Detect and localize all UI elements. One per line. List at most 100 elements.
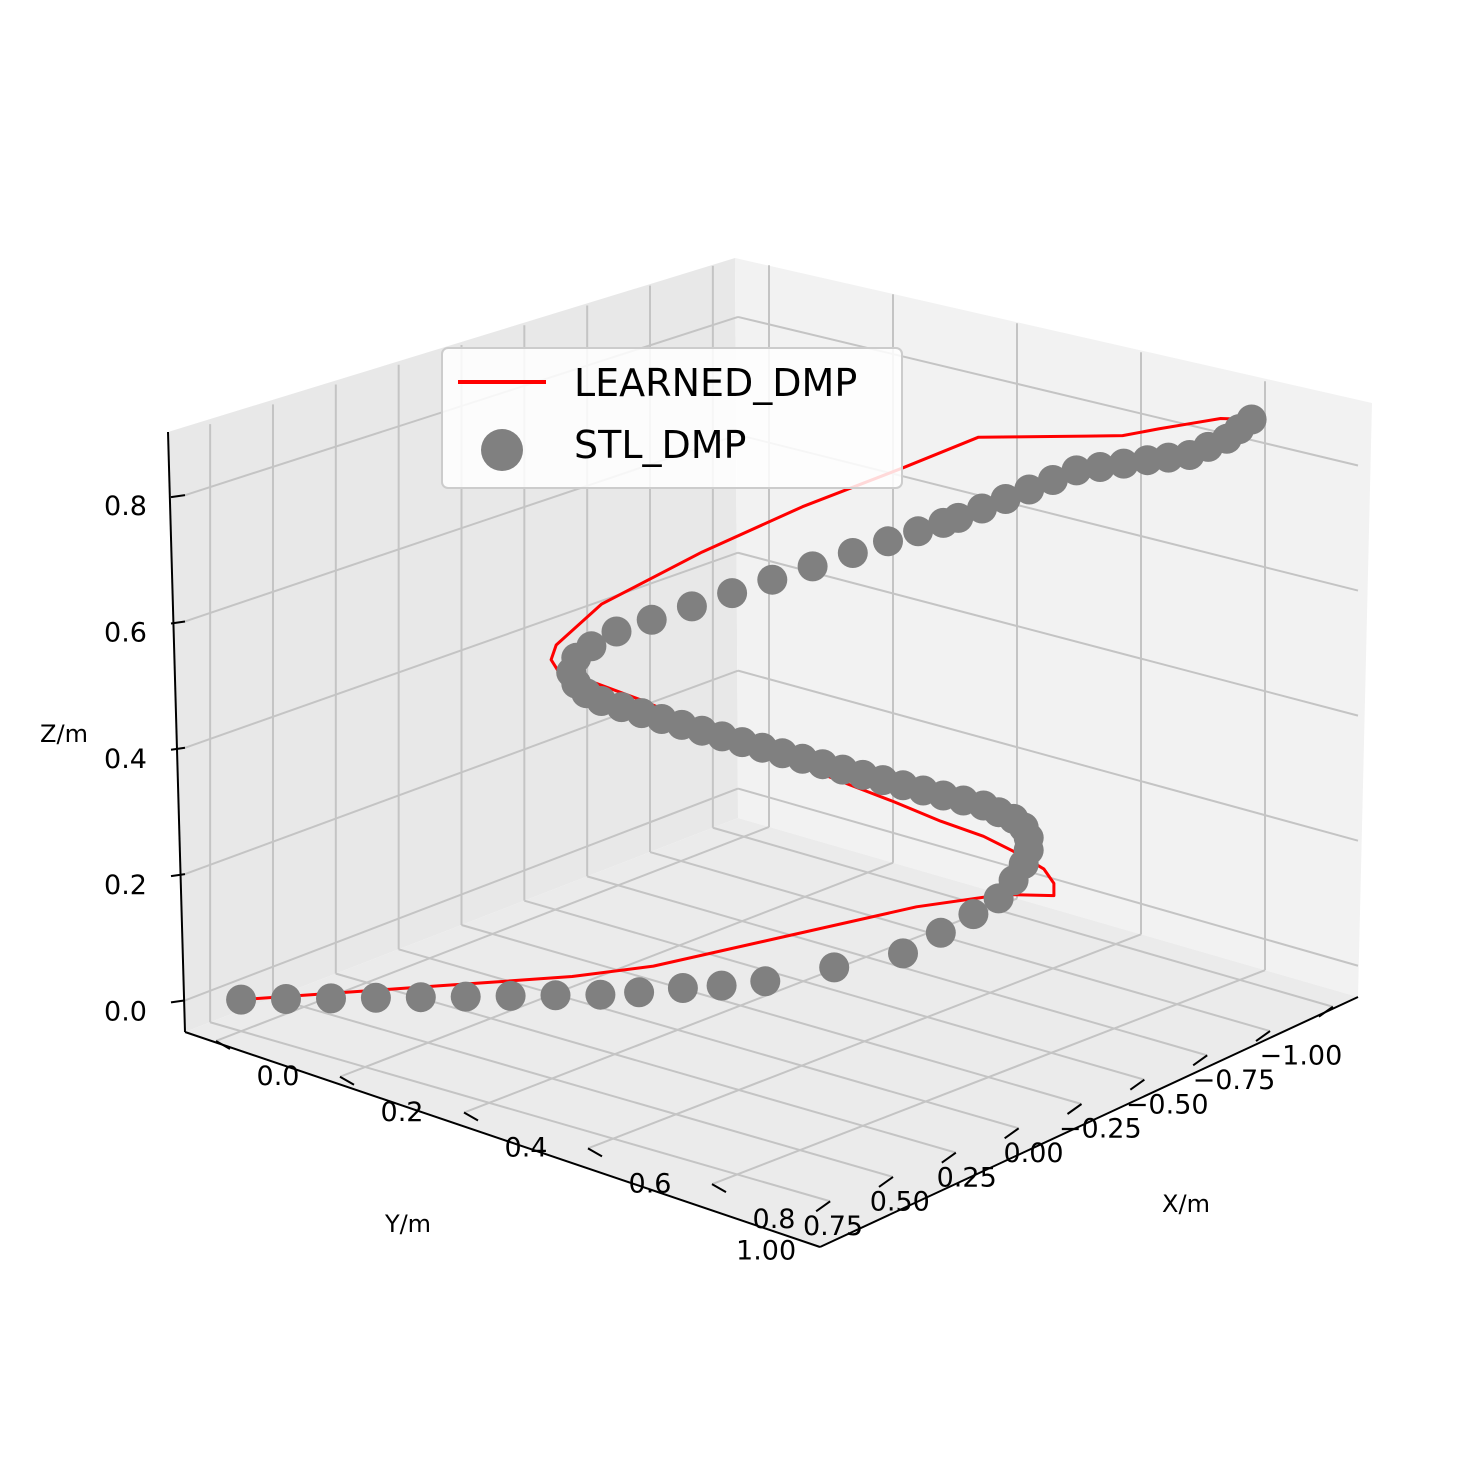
legend-label-stl-dmp: STL_DMP xyxy=(574,423,746,467)
grid-line-y xyxy=(335,972,957,1154)
x-tick-mark xyxy=(711,1183,727,1194)
scatter-point-stl-dmp xyxy=(576,631,607,662)
scatter-point-stl-dmp xyxy=(819,952,850,983)
grid-line-y xyxy=(524,899,1145,1081)
scatter-point-stl-dmp xyxy=(1108,448,1139,479)
z-tick-label: 0.6 xyxy=(104,618,147,649)
x-tick-label: 0.4 xyxy=(505,1133,548,1164)
tick-marks xyxy=(170,494,1334,1213)
scatter-point-stl-dmp xyxy=(888,938,918,969)
x-tick-mark xyxy=(587,1147,603,1158)
scatter-point-stl-dmp xyxy=(873,526,903,557)
z-tick-mark xyxy=(170,620,186,625)
z-tick-mark xyxy=(170,494,186,499)
scatter-point-stl-dmp xyxy=(750,966,781,997)
scatter-point-stl-dmp xyxy=(226,984,257,1015)
x-axis-line xyxy=(819,996,1359,1248)
legend-box xyxy=(441,347,903,489)
z-tick-label: 0.8 xyxy=(104,491,147,522)
y-tick-mark xyxy=(815,1200,831,1213)
plot-series xyxy=(226,404,1267,1015)
scatter-point-stl-dmp xyxy=(706,970,737,1001)
scatter-point-stl-dmp xyxy=(837,538,868,568)
y-tick-label: 0.75 xyxy=(803,1211,863,1242)
y-tick-mark xyxy=(1192,1054,1208,1067)
z-tick-label: 0.4 xyxy=(104,744,147,775)
scatter-point-stl-dmp xyxy=(450,981,481,1012)
scatter-point-stl-dmp xyxy=(967,493,997,524)
scatter-point-stl-dmp xyxy=(1236,404,1267,435)
y-tick-mark xyxy=(878,1176,894,1188)
axis-lines xyxy=(167,431,1359,1248)
grid-line-z xyxy=(737,315,1359,467)
y-tick-mark xyxy=(1318,1005,1334,1018)
legend-label-learned-dmp: LEARNED_DMP xyxy=(574,361,857,405)
y-tick-label: −0.50 xyxy=(1126,1089,1209,1120)
y-tick-label: −1.00 xyxy=(1260,1041,1343,1072)
y-tick-mark xyxy=(1129,1078,1145,1091)
y-tick-label: 1.00 xyxy=(736,1235,796,1266)
floor-pane xyxy=(185,818,1358,1247)
scatter-point-stl-dmp xyxy=(990,484,1021,514)
z-tick-label: 0.2 xyxy=(104,870,147,901)
scatter-point-stl-dmp xyxy=(636,604,667,635)
scatter-point-stl-dmp xyxy=(495,980,526,1011)
scatter-point-stl-dmp xyxy=(624,977,655,1008)
x-tick-label: 0.8 xyxy=(753,1204,796,1235)
grid-line-y xyxy=(398,948,1019,1130)
x-tick-label: 0.0 xyxy=(257,1061,300,1092)
y-tick-mark xyxy=(1255,1030,1271,1042)
scatter-point-stl-dmp xyxy=(958,899,989,930)
x-axis-label: X/m xyxy=(1162,1190,1210,1218)
y-tick-label: 0.50 xyxy=(870,1187,930,1218)
scatter-point-stl-dmp xyxy=(797,551,828,582)
legend-marker-swatch xyxy=(481,429,523,471)
scatter-point-stl-dmp xyxy=(717,578,748,609)
scatter-point-stl-dmp xyxy=(1014,474,1045,505)
grid-line-z xyxy=(737,669,1359,842)
z-tick-mark xyxy=(170,873,186,878)
grid-line-y xyxy=(712,826,1334,1008)
y-tick-mark xyxy=(1004,1127,1020,1140)
x-tick-mark xyxy=(339,1075,355,1086)
scatter-point-stl-dmp xyxy=(667,973,698,1003)
grid-line-x xyxy=(463,897,1018,1114)
z-tick-mark xyxy=(170,746,186,751)
grid-line-z xyxy=(737,551,1359,717)
y-tick-mark xyxy=(941,1151,957,1164)
scatter-point-stl-dmp xyxy=(316,983,346,1014)
grid-line-y xyxy=(272,996,894,1178)
z-tick-mark xyxy=(170,999,186,1004)
y-axis-label: Y/m xyxy=(384,1210,431,1238)
scatter-point-stl-dmp xyxy=(757,564,788,595)
y-tick-mark xyxy=(1066,1103,1083,1115)
y-tick-label: 0.25 xyxy=(937,1162,997,1193)
y-axis-line xyxy=(184,1031,821,1248)
scatter-point-stl-dmp xyxy=(601,616,632,647)
grid-line-x xyxy=(215,826,770,1042)
scatter-point-stl-dmp xyxy=(943,502,974,533)
grid-line-y xyxy=(209,1021,831,1203)
scatter-point-stl-dmp xyxy=(676,591,707,622)
legend: LEARNED_DMP STL_DMP xyxy=(441,347,903,489)
x-tick-mark xyxy=(215,1040,231,1050)
y-tick-label: 0.00 xyxy=(1003,1138,1063,1169)
x-tick-label: 0.6 xyxy=(629,1168,672,1199)
scatter-point-stl-dmp xyxy=(585,979,616,1010)
scatter-point-stl-dmp xyxy=(925,917,956,948)
grid-line-y xyxy=(649,851,1271,1033)
scatter-point-stl-dmp xyxy=(271,984,301,1014)
z-axis-label: Z/m xyxy=(40,720,88,748)
grid-line-x xyxy=(587,933,1142,1150)
scatter-point-stl-dmp xyxy=(1037,465,1068,495)
x-tick-mark xyxy=(463,1111,479,1122)
scatter-point-stl-dmp xyxy=(1085,452,1116,482)
scatter-point-stl-dmp xyxy=(1061,455,1092,486)
scatter-point-stl-dmp xyxy=(405,982,436,1013)
grid-line-y xyxy=(461,924,1082,1105)
scatter-point-stl-dmp xyxy=(540,980,571,1011)
z-tick-label: 0.0 xyxy=(104,996,147,1027)
z-axis-line xyxy=(167,431,186,1033)
y-tick-label: −0.75 xyxy=(1193,1065,1276,1096)
